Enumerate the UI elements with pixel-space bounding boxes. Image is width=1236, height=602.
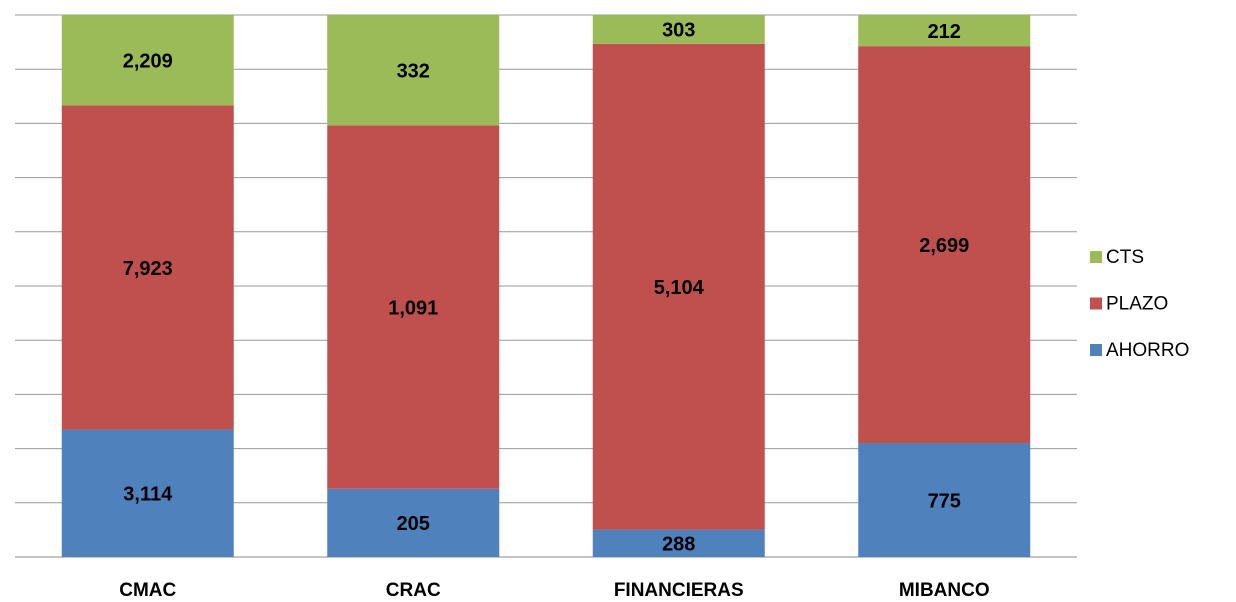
x-tick-label: FINANCIERAS — [614, 580, 744, 601]
data-label: 288 — [662, 534, 695, 556]
legend-swatch — [1090, 297, 1102, 310]
bar-segment — [592, 15, 765, 44]
legend-label: AHORRO — [1106, 340, 1189, 361]
bar-segment — [592, 43, 765, 530]
legend-label: CTS — [1106, 247, 1144, 268]
legend-label: PLAZO — [1106, 294, 1168, 315]
data-label: 332 — [397, 61, 430, 83]
x-tick-label: MIBANCO — [899, 580, 990, 601]
bar-segment — [61, 15, 234, 106]
legend-swatch — [1090, 344, 1102, 356]
x-tick-label: CMAC — [119, 580, 176, 601]
x-tick-label: CRAC — [386, 580, 441, 601]
data-label: 3,114 — [123, 484, 173, 506]
data-label: 212 — [928, 21, 961, 43]
bar-segment — [858, 443, 1031, 557]
bar-segment — [592, 529, 765, 557]
data-label: 2,699 — [919, 235, 969, 257]
data-label: 2,209 — [123, 50, 173, 72]
data-label: 7,923 — [123, 258, 173, 280]
bar-segment — [327, 488, 500, 557]
bar-segment — [858, 15, 1031, 47]
bar-segment — [858, 46, 1031, 444]
bar-segment — [61, 429, 234, 557]
bar-segment — [61, 105, 234, 430]
data-label: 775 — [928, 490, 961, 512]
bar-segment — [327, 125, 500, 489]
bar-segment — [327, 15, 500, 126]
legend-swatch — [1090, 251, 1102, 263]
data-label: 205 — [397, 513, 430, 535]
data-label: 303 — [662, 20, 695, 42]
data-label: 1,091 — [388, 297, 438, 319]
data-label: 5,104 — [654, 277, 705, 299]
